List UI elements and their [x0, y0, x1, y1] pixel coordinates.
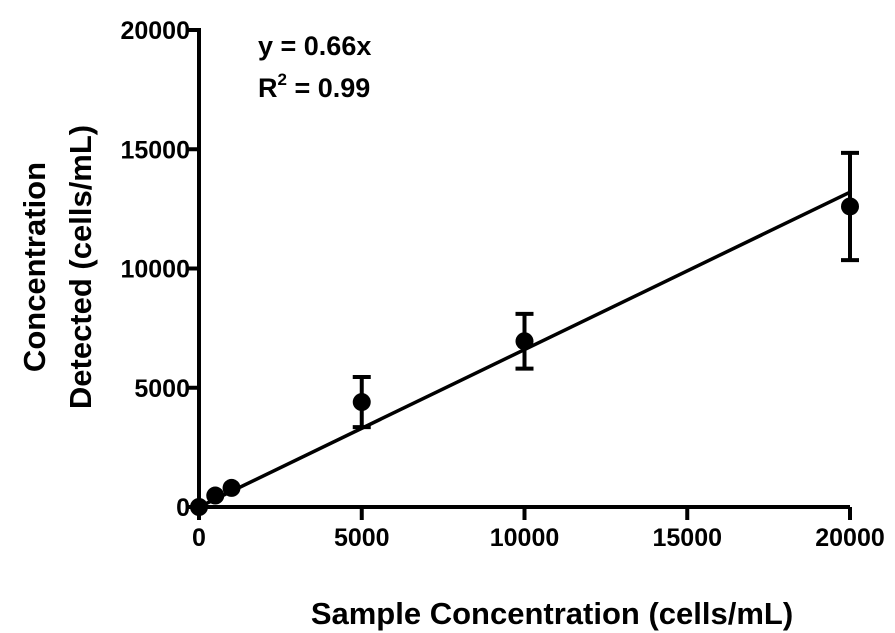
r-squared-value: = 0.99 — [287, 73, 370, 103]
x-tick-label: 10000 — [490, 524, 560, 552]
ticks: 0 5000 10000 15000 20000 0 5000 10000 15000 20000 — [120, 17, 884, 552]
x-tick-label: 5000 — [334, 524, 390, 552]
y-tick-label: 15000 — [120, 136, 190, 164]
x-tick-label: 20000 — [815, 524, 885, 552]
y-tick-label: 10000 — [120, 256, 190, 284]
fit-equation: y = 0.66x — [258, 31, 371, 61]
data-point — [222, 478, 241, 497]
data-point — [206, 486, 225, 505]
data-point — [841, 197, 859, 216]
x-tick-label: 15000 — [652, 524, 722, 552]
data-point — [190, 498, 208, 516]
y-axis-title-line-2: Detected (cells/mL) — [63, 125, 98, 409]
y-tick-label: 5000 — [134, 375, 190, 403]
r-squared-prefix: R — [258, 73, 278, 103]
y-axis-title: Concentration Detected (cells/mL) — [17, 125, 98, 409]
y-axis-title-line-1: Concentration — [17, 162, 52, 372]
r-squared-superscript: 2 — [278, 70, 287, 89]
error-bars — [352, 150, 859, 430]
x-tick-label: 0 — [192, 524, 206, 552]
y-tick-label: 0 — [176, 494, 190, 522]
x-axis-title: Sample Concentration (cells/mL) — [311, 596, 793, 631]
y-tick-label: 20000 — [120, 17, 190, 45]
r-squared-label: R2 = 0.99 — [258, 70, 370, 103]
data-points — [190, 197, 859, 516]
data-point — [515, 332, 534, 351]
data-point — [352, 393, 371, 412]
